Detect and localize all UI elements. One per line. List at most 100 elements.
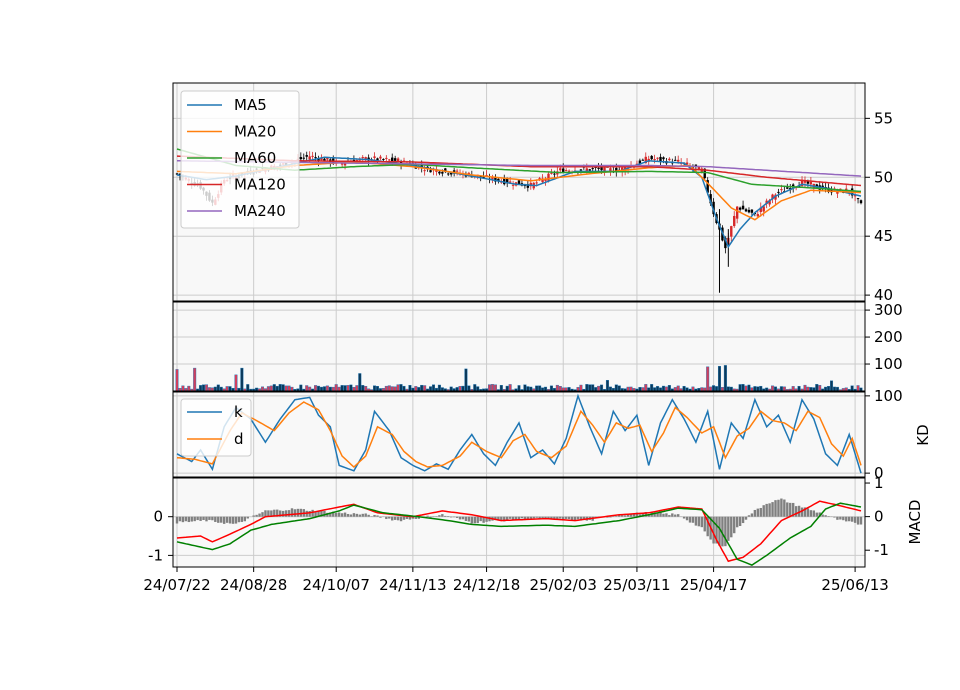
macd-hist-bar bbox=[685, 516, 689, 521]
volume-bar bbox=[656, 386, 660, 392]
candle-body bbox=[402, 160, 406, 162]
macd-hist-bar bbox=[780, 498, 783, 517]
macd-hist-bar bbox=[668, 515, 671, 517]
macd-hist-bar bbox=[317, 511, 320, 517]
volume-bar bbox=[358, 373, 362, 392]
macd-hist-bar bbox=[202, 516, 205, 520]
kd-tick-label: 100 bbox=[874, 387, 903, 405]
candle-body bbox=[506, 178, 509, 184]
volume-bar bbox=[193, 367, 197, 392]
volume-bar bbox=[408, 385, 412, 392]
volume-bar bbox=[629, 386, 633, 392]
macd-hist-bar bbox=[662, 513, 665, 517]
candle-body bbox=[744, 209, 748, 212]
macd-hist-bar bbox=[653, 512, 656, 517]
candle-body bbox=[741, 205, 745, 210]
volume-bar bbox=[225, 386, 229, 392]
volume-bar bbox=[373, 385, 377, 392]
volume-bar bbox=[355, 385, 359, 392]
macd-hist-bar bbox=[738, 516, 742, 526]
candle-body bbox=[535, 182, 538, 184]
candle-body bbox=[656, 157, 659, 159]
macd-hist-bar bbox=[458, 516, 462, 520]
candle-body bbox=[591, 168, 594, 170]
volume-bar bbox=[346, 385, 350, 392]
volume-bar bbox=[399, 384, 403, 392]
macd-hist-bar bbox=[768, 503, 771, 517]
volume-bar bbox=[614, 384, 618, 392]
macd-hist-bar bbox=[444, 515, 447, 517]
volume-bar bbox=[526, 386, 530, 392]
macd-hist-bar bbox=[783, 499, 786, 517]
macd-hist-bar bbox=[786, 502, 789, 517]
candle-body bbox=[314, 157, 317, 159]
candle-body bbox=[562, 168, 565, 173]
macd-hist-bar bbox=[620, 515, 624, 517]
volume-bar bbox=[759, 385, 763, 392]
macd-hist-bar bbox=[461, 516, 465, 520]
macd-hist-bar bbox=[222, 516, 226, 524]
candle-body bbox=[800, 179, 804, 186]
macd-hist-bar bbox=[839, 516, 842, 520]
volume-bar bbox=[275, 385, 279, 392]
dif-line bbox=[176, 500, 862, 563]
volume-bar bbox=[467, 385, 471, 392]
candle-body bbox=[853, 195, 857, 197]
volume-bar bbox=[437, 384, 441, 392]
candle-body bbox=[609, 168, 612, 172]
macd-hist-bar bbox=[479, 516, 482, 522]
macd-hist-bar bbox=[553, 516, 556, 520]
volume-bar bbox=[712, 385, 716, 392]
macd-hist-bar bbox=[833, 516, 836, 518]
volume-bar bbox=[830, 380, 834, 392]
macd-hist-bar bbox=[494, 516, 497, 521]
macd-hist-bar bbox=[842, 516, 845, 521]
macd-hist-bar bbox=[231, 516, 235, 524]
volume-bar bbox=[803, 384, 807, 392]
k-line bbox=[176, 393, 862, 474]
candle-body bbox=[735, 206, 739, 219]
volume-bar bbox=[187, 385, 191, 392]
panel-background-volume bbox=[173, 302, 865, 391]
candle-body bbox=[485, 175, 488, 177]
candle-body bbox=[517, 180, 521, 185]
macd-hist-bar bbox=[314, 511, 317, 517]
macd-hist-bar bbox=[464, 516, 468, 521]
volume-bar bbox=[340, 385, 344, 392]
macd-hist-bar bbox=[538, 516, 541, 520]
macd-hist-bar bbox=[576, 516, 580, 520]
macd-hist-bar bbox=[638, 514, 642, 517]
volume-bar bbox=[325, 385, 329, 392]
volume-bar bbox=[738, 384, 742, 392]
candle-body bbox=[653, 159, 656, 161]
panel-frame-macd bbox=[172, 477, 866, 568]
volume-bar bbox=[818, 385, 822, 392]
volume-bar bbox=[449, 386, 453, 392]
macd-hist-bar bbox=[240, 516, 244, 522]
volume-tick-label: 100 bbox=[874, 355, 903, 373]
candle-body bbox=[335, 160, 338, 164]
volume-bar bbox=[420, 384, 424, 392]
volume-bar bbox=[461, 385, 465, 392]
volume-bar bbox=[523, 384, 527, 392]
macd-hist-bar bbox=[674, 514, 677, 517]
macd-hist-bar bbox=[175, 516, 179, 524]
macd-hist-bar bbox=[485, 516, 488, 522]
candle-body bbox=[777, 191, 780, 193]
macd-hist-bar bbox=[337, 512, 341, 517]
volume-bar bbox=[402, 385, 406, 392]
volume-bar bbox=[499, 385, 503, 392]
volume-bar bbox=[175, 369, 179, 392]
macd-hist-bar bbox=[730, 516, 733, 538]
volume-bar bbox=[667, 385, 671, 392]
candle-body bbox=[541, 178, 544, 183]
volume-bar bbox=[517, 385, 521, 392]
candle-body bbox=[859, 200, 863, 204]
macd-hist-bar bbox=[399, 516, 403, 522]
macd-hist-bar bbox=[791, 502, 795, 517]
macd-hist-bar bbox=[721, 516, 724, 547]
volume-bar bbox=[529, 386, 533, 392]
volume-bars bbox=[175, 365, 863, 392]
macd-hist-bar bbox=[467, 516, 471, 522]
volume-bar bbox=[331, 386, 335, 392]
